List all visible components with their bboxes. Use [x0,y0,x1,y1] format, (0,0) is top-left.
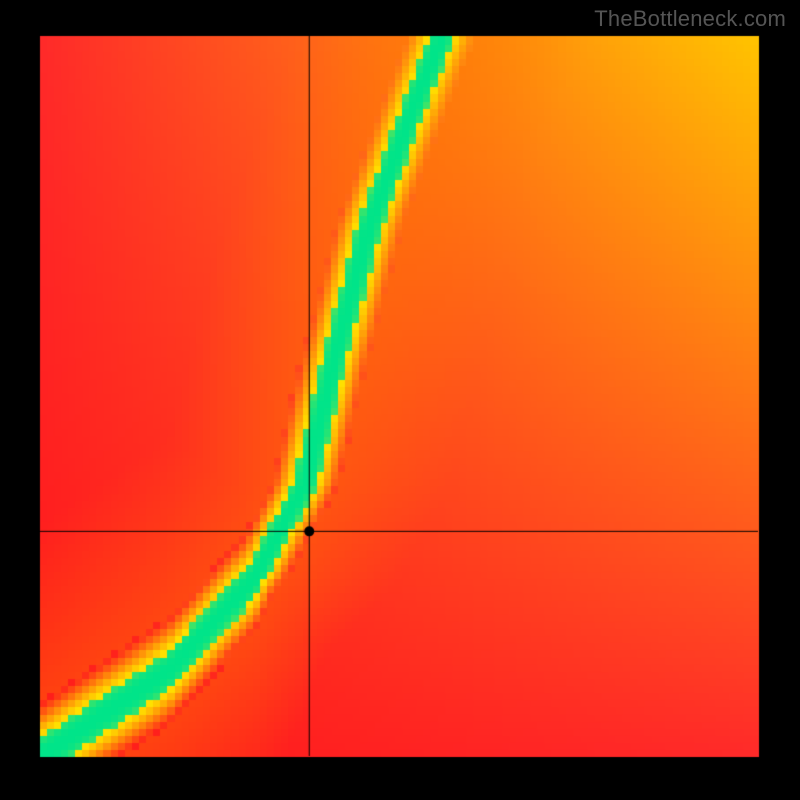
chart-container: TheBottleneck.com [0,0,800,800]
watermark-text: TheBottleneck.com [594,6,786,32]
heatmap-canvas [0,0,800,800]
